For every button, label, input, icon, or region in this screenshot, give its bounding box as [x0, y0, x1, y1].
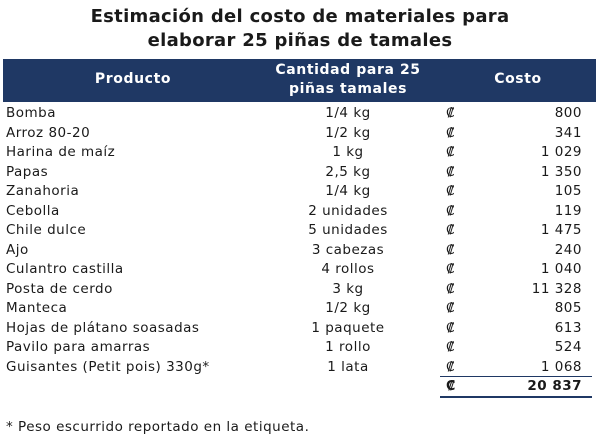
product-cell: Posta de cerdo: [6, 280, 113, 297]
product-cell: Hojas de plátano soasadas: [6, 319, 200, 336]
quantity-cell: 1/2 kg: [325, 300, 371, 316]
product-cell: Harina de maíz: [6, 144, 116, 160]
quantity-cell: 2 unidades: [308, 202, 388, 219]
total-cell: 20 837: [527, 378, 582, 394]
cost-cell: 105: [554, 183, 582, 199]
product-cell: Culantro castilla: [6, 261, 124, 277]
currency-cell: ₡: [446, 300, 456, 316]
quantity-cell: 1 paquete: [311, 319, 385, 336]
product-cell: Cebolla: [6, 202, 60, 219]
table-header: Producto Cantidad para 25 piñas tamales …: [3, 59, 596, 102]
product-cell: Manteca: [6, 300, 68, 316]
currency-cell: ₡: [446, 339, 456, 355]
cost-cell: 1 068: [540, 358, 582, 375]
quantity-cell: 1 rollo: [325, 339, 371, 355]
quantity-cell: 1 kg: [332, 144, 364, 160]
cost-cell: 1 475: [540, 222, 582, 238]
cost-cell: 11 328: [531, 280, 582, 297]
header-cell: Costo: [494, 71, 542, 87]
cost-cell: 1 350: [540, 163, 582, 180]
currency-cell: ₡: [446, 202, 456, 219]
product-cell: Pavilo para amarras: [6, 339, 151, 355]
quantity-cell: 1/2 kg: [325, 124, 371, 141]
currency-cell: ₡: [446, 319, 456, 336]
currency-cell: ₡: [446, 222, 456, 238]
cost-cell: 805: [554, 300, 582, 316]
currency-cell: ₡: [446, 378, 456, 394]
cost-cell: 119: [554, 202, 582, 219]
currency-cell: ₡: [446, 261, 456, 277]
product-cell: Guisantes (Petit pois) 330g*: [6, 358, 210, 375]
quantity-cell: 2,5 kg: [325, 163, 371, 180]
cost-cell: 800: [554, 105, 582, 121]
currency-cell: ₡: [446, 105, 456, 121]
cost-cell: 1 040: [540, 261, 582, 277]
currency-cell: ₡: [446, 144, 456, 160]
cost-cell: 524: [554, 339, 582, 355]
cost-cell: 613: [554, 319, 582, 336]
currency-cell: ₡: [446, 280, 456, 297]
currency-cell: ₡: [446, 358, 456, 375]
cost-cell: 1 029: [540, 144, 582, 160]
product-cell: Papas: [6, 163, 49, 180]
currency-cell: ₡: [446, 183, 456, 199]
rule: [440, 396, 592, 398]
header-cell: Cantidad para 25 piñas tamales: [275, 62, 421, 97]
product-cell: Arroz 80-20: [6, 124, 91, 141]
quantity-cell: 3 cabezas: [311, 241, 385, 258]
title: Estimación del costo de materiales para …: [90, 6, 510, 51]
quantity-cell: 4 rollos: [321, 261, 375, 277]
currency-cell: ₡: [446, 163, 456, 180]
product-cell: Ajo: [6, 241, 29, 258]
header-cell: Producto: [94, 71, 172, 87]
cost-cell: 240: [554, 241, 582, 258]
currency-cell: ₡: [446, 124, 456, 141]
quantity-cell: 1 lata: [327, 358, 369, 375]
cost-cell: 341: [554, 124, 582, 141]
currency-cell: ₡: [446, 241, 456, 258]
quantity-cell: 1/4 kg: [325, 183, 371, 199]
quantity-cell: 1/4 kg: [325, 105, 371, 121]
rule: [440, 376, 592, 377]
product-cell: Zanahoria: [6, 183, 80, 199]
quantity-cell: 5 unidades: [308, 222, 388, 238]
footnote: * Peso escurrido reportado en la etiquet…: [6, 419, 310, 435]
quantity-cell: 3 kg: [332, 280, 364, 297]
product-cell: Bomba: [6, 105, 57, 121]
product-cell: Chile dulce: [6, 222, 87, 238]
